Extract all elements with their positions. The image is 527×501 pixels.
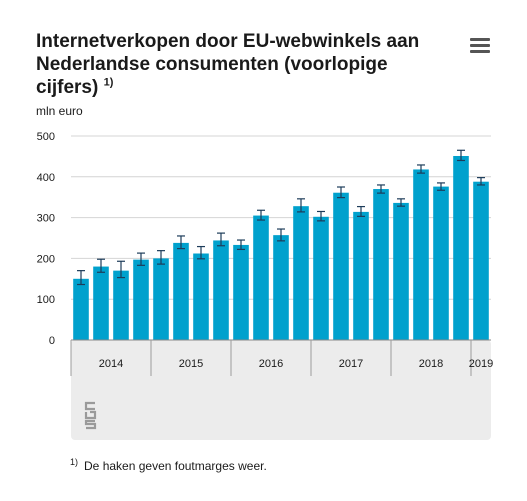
bar bbox=[433, 186, 449, 340]
bar bbox=[173, 242, 189, 340]
y-tick-label: 0 bbox=[49, 335, 55, 347]
x-year-label: 2019 bbox=[469, 358, 493, 370]
bar bbox=[353, 211, 369, 340]
bar bbox=[73, 278, 89, 340]
footnote-text: De haken geven foutmarges weer. bbox=[84, 459, 267, 473]
hamburger-menu-icon[interactable] bbox=[470, 38, 490, 54]
bar bbox=[313, 216, 329, 340]
y-tick-label: 300 bbox=[37, 213, 55, 225]
bar bbox=[193, 253, 209, 340]
x-year-label: 2014 bbox=[99, 358, 123, 370]
bar bbox=[93, 266, 109, 340]
chart-title: Internetverkopen door EU-webwinkels aan … bbox=[36, 30, 436, 99]
bar bbox=[253, 215, 269, 340]
bar bbox=[413, 169, 429, 340]
bar bbox=[393, 202, 409, 340]
chart-title-text: Internetverkopen door EU-webwinkels aan … bbox=[36, 31, 420, 98]
footnote-marker: 1) bbox=[70, 457, 79, 467]
y-tick-label: 100 bbox=[37, 294, 55, 306]
cbs-logo-icon bbox=[84, 401, 97, 430]
bar bbox=[273, 235, 289, 340]
title-footnote-marker: 1) bbox=[103, 76, 114, 89]
x-year-label: 2018 bbox=[419, 358, 443, 370]
bar bbox=[473, 181, 489, 340]
bar bbox=[213, 240, 229, 340]
y-tick-label: 400 bbox=[37, 172, 55, 184]
x-axis-band bbox=[71, 340, 491, 440]
bar bbox=[373, 189, 389, 340]
bar bbox=[153, 258, 169, 340]
y-tick-label: 500 bbox=[37, 131, 55, 143]
x-year-label: 2015 bbox=[179, 358, 203, 370]
bar bbox=[453, 155, 469, 340]
footnote: 1) De haken geven foutmarges weer. bbox=[70, 457, 267, 473]
y-tick-label: 200 bbox=[37, 253, 55, 265]
x-year-label: 2016 bbox=[259, 358, 283, 370]
bar bbox=[133, 259, 149, 340]
y-axis-label: mln euro bbox=[36, 104, 83, 118]
bar bbox=[113, 270, 129, 340]
bar bbox=[233, 244, 249, 340]
bar bbox=[293, 206, 309, 340]
x-year-label: 2017 bbox=[339, 358, 363, 370]
bar bbox=[333, 192, 349, 340]
